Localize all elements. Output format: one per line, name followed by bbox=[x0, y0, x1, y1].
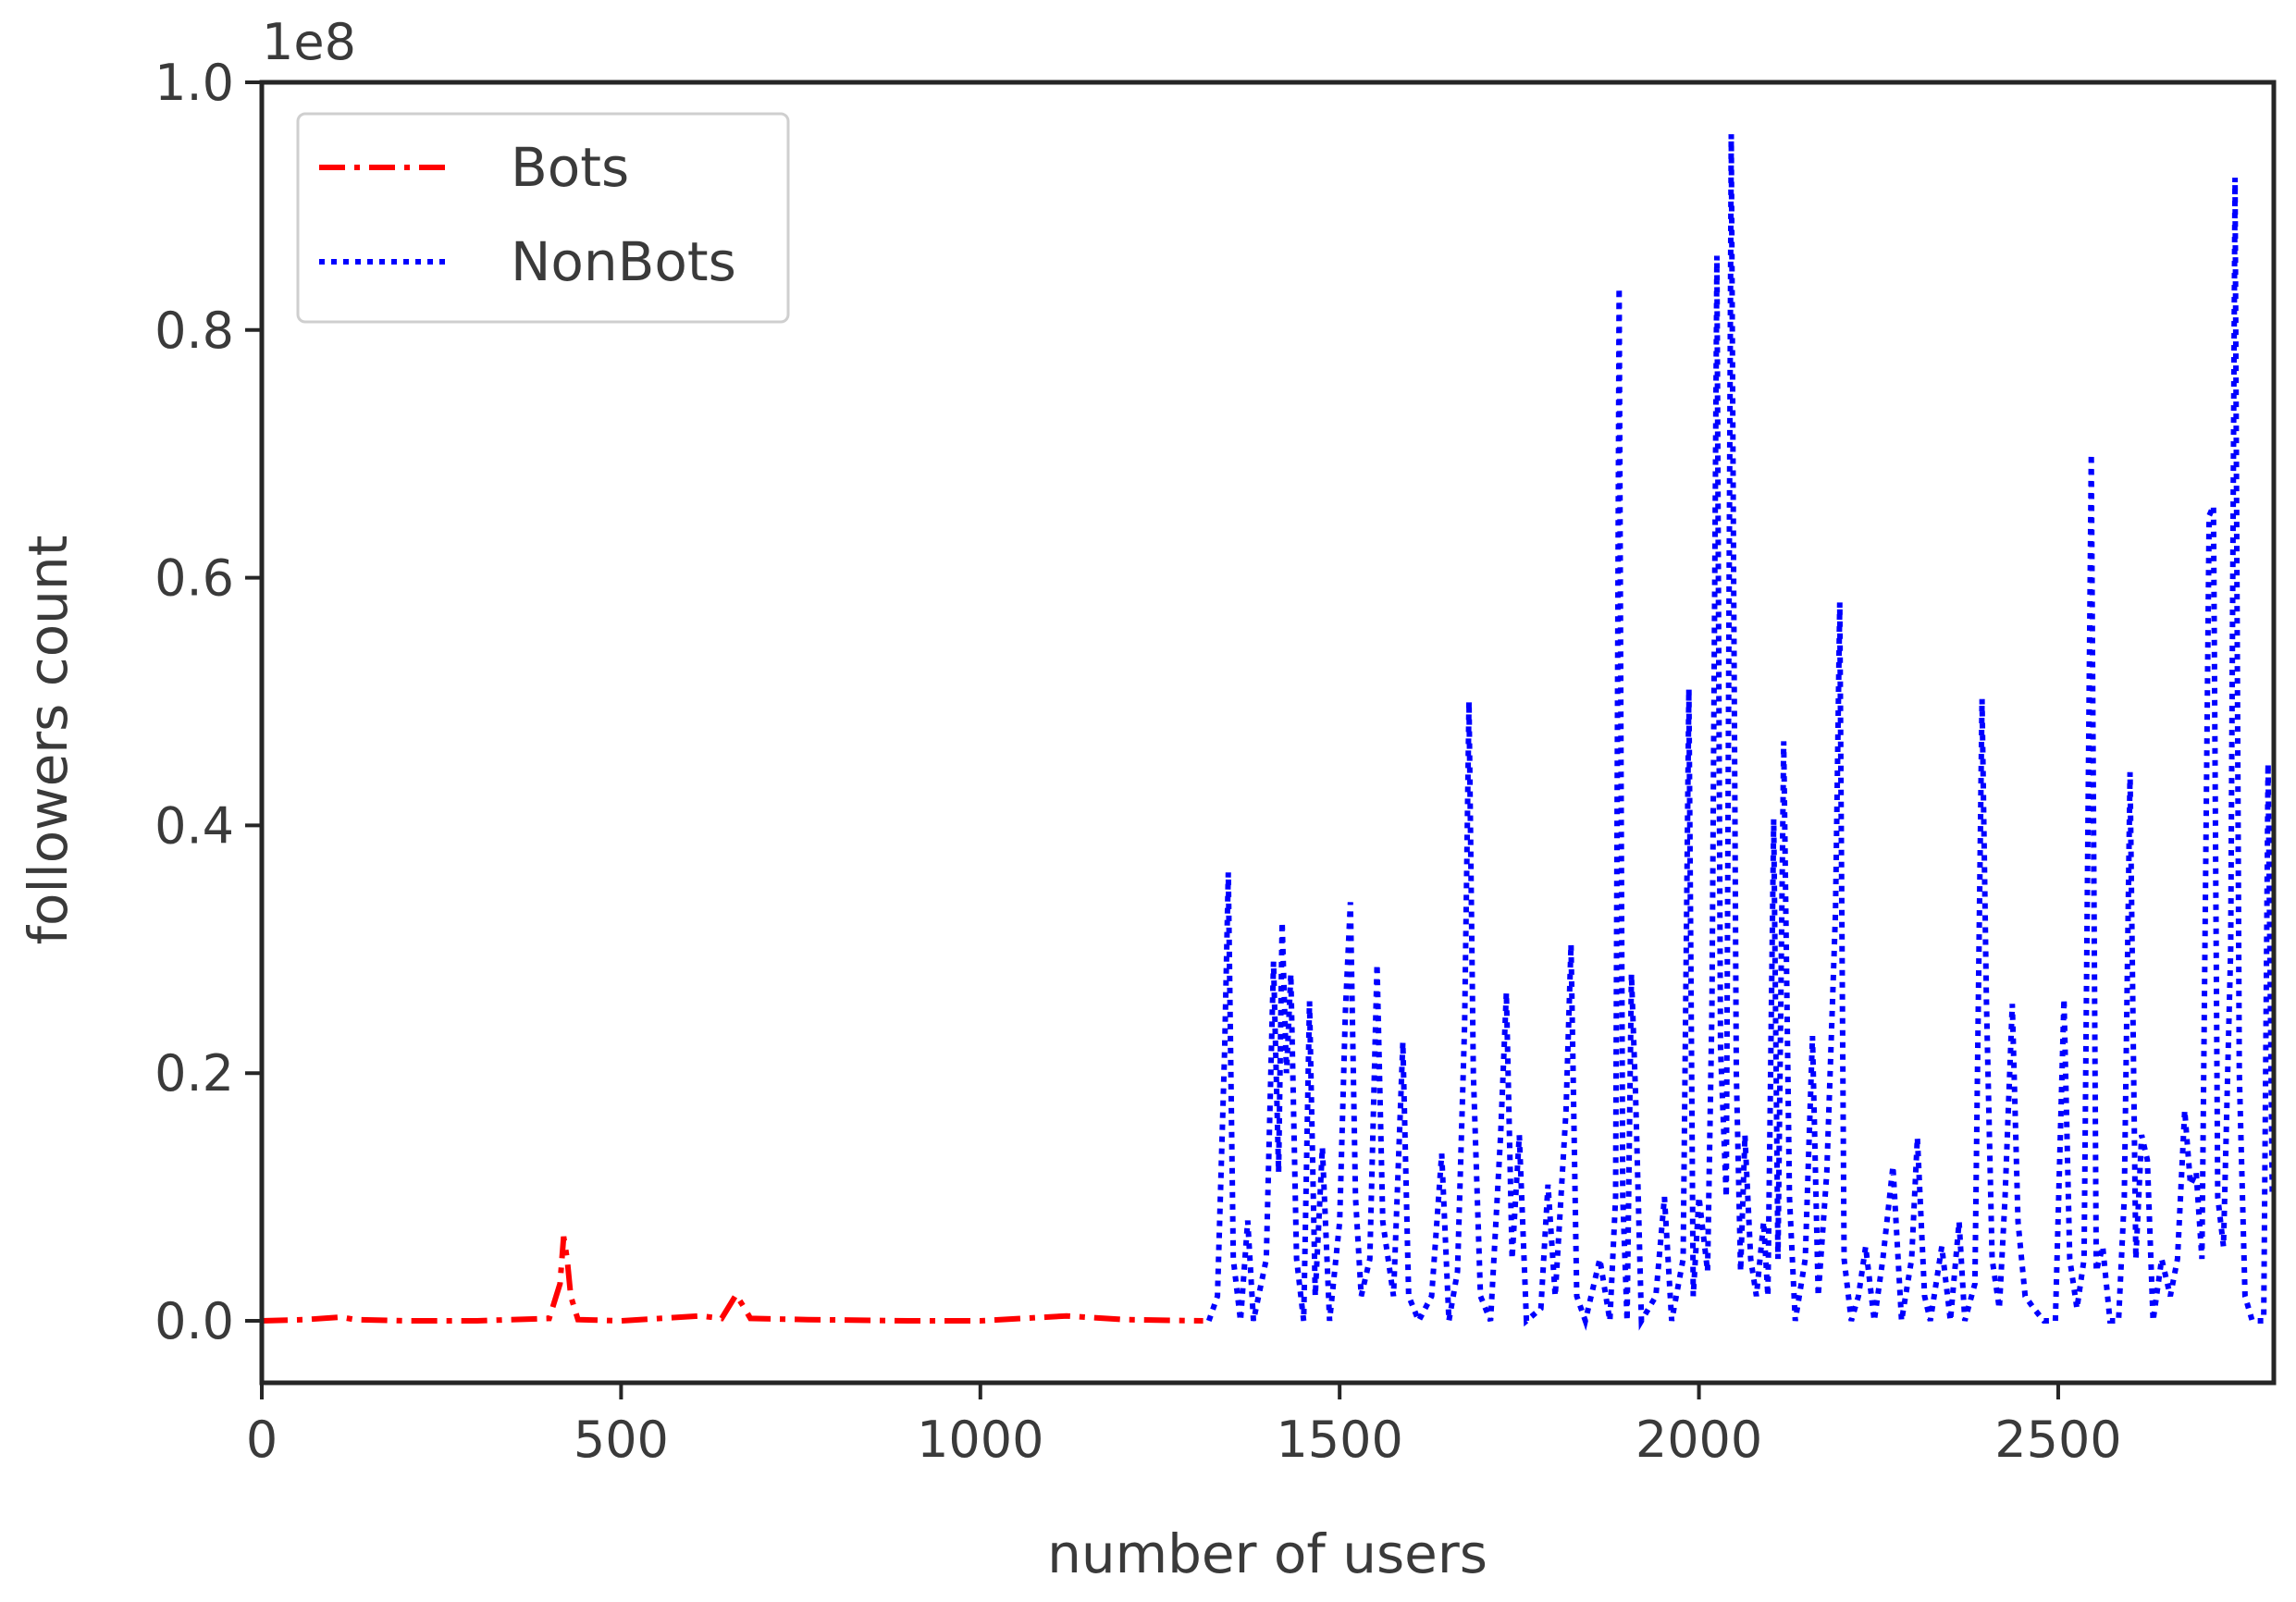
y-tick-label: 1.0 bbox=[154, 54, 234, 112]
x-tick-label: 1000 bbox=[917, 1411, 1043, 1469]
plot-frame bbox=[259, 80, 2277, 1386]
series-line-nonbots bbox=[1205, 134, 2276, 1331]
x-tick-label: 500 bbox=[574, 1411, 669, 1469]
x-tick-label: 0 bbox=[246, 1411, 278, 1469]
y-tick-label: 0.6 bbox=[154, 549, 234, 608]
y-axis: 0.0 0.2 0.4 0.6 0.8 1.0 bbox=[154, 54, 262, 1350]
x-axis-label: number of users bbox=[1047, 1522, 1487, 1585]
legend-label-bots: Bots bbox=[511, 136, 629, 199]
y-tick-label: 0.4 bbox=[154, 796, 234, 855]
legend: Bots NonBots bbox=[296, 112, 790, 324]
y-axis-label: followers count bbox=[17, 536, 80, 945]
legend-label-nonbots: NonBots bbox=[511, 230, 736, 293]
x-tick-label: 2500 bbox=[1994, 1411, 2121, 1469]
y-tick-label: 0.8 bbox=[154, 302, 234, 360]
y-tick-label: 0.0 bbox=[154, 1292, 234, 1350]
x-tick-label: 2000 bbox=[1636, 1411, 1762, 1469]
x-tick-label: 1500 bbox=[1276, 1411, 1402, 1469]
x-axis: 0 500 1000 1500 2000 2500 bbox=[246, 1383, 2122, 1469]
y-offset-label: 1e8 bbox=[262, 13, 356, 71]
y-tick-label: 0.2 bbox=[154, 1044, 234, 1103]
series-line-bots bbox=[261, 1236, 1204, 1325]
series-layer bbox=[261, 134, 2276, 1331]
